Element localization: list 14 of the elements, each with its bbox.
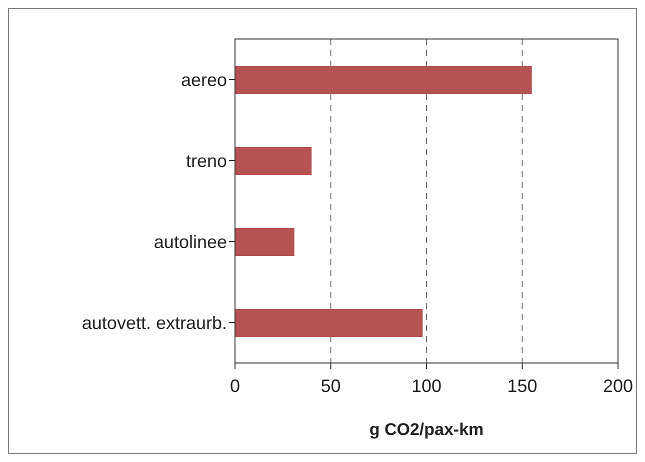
x-axis-title: g CO2/pax-km: [369, 420, 484, 439]
x-tick-label: 100: [411, 376, 442, 396]
x-tick-label: 200: [602, 376, 634, 396]
y-tick-label: aereo: [180, 70, 227, 90]
bar: [235, 228, 294, 256]
y-tick-label: autolinee: [154, 232, 227, 252]
y-tick-label: autovett. extraurb.: [82, 312, 227, 333]
bar: [235, 147, 312, 175]
y-tick-label: treno: [186, 150, 227, 171]
bar: [235, 309, 423, 337]
x-tick-label: 150: [507, 376, 538, 396]
x-tick-label: 50: [320, 376, 341, 396]
bar: [235, 66, 532, 94]
x-tick-label: 0: [230, 376, 240, 396]
